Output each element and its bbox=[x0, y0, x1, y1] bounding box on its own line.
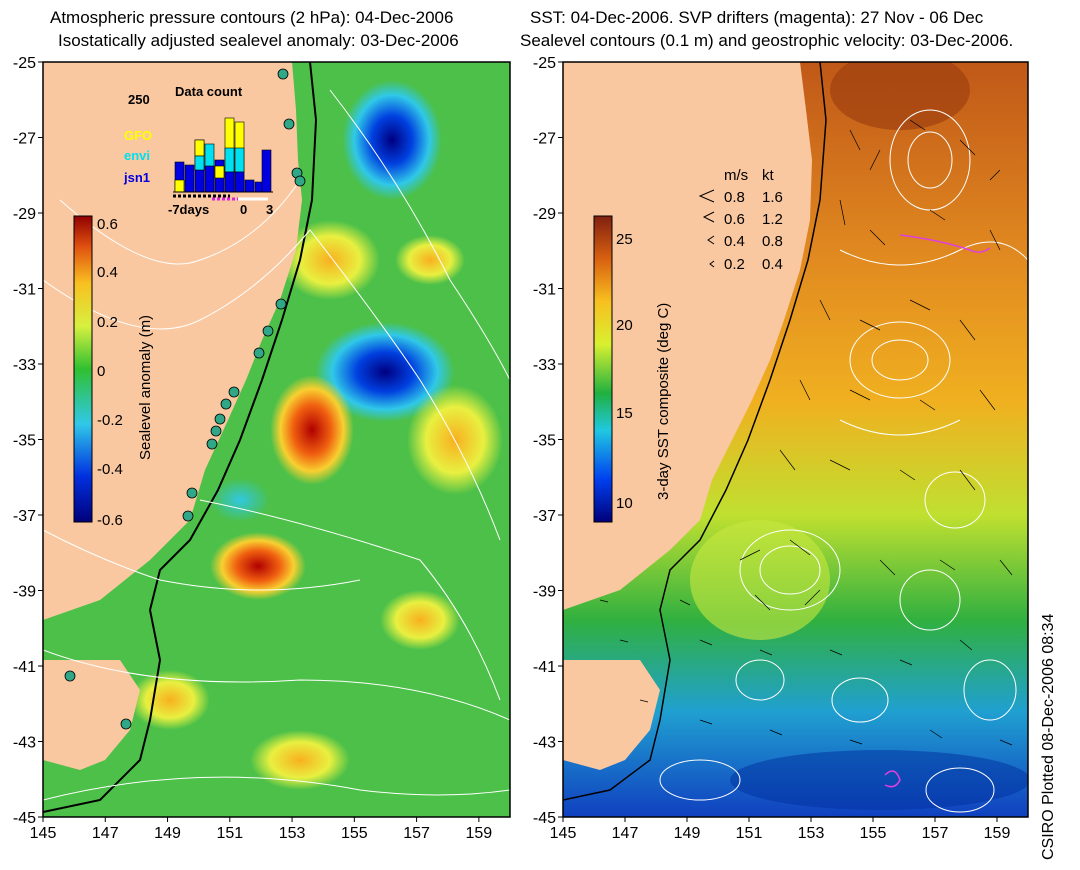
velocity-row-2-ms: 0.4 bbox=[724, 233, 745, 250]
right-lat-label-10: -45 bbox=[533, 810, 556, 827]
left-lon-label-5: 155 bbox=[341, 825, 368, 842]
right-lon-label-2: 149 bbox=[674, 825, 701, 842]
left-lat-label-10: -45 bbox=[13, 810, 36, 827]
velocity-row-2-kt: 0.8 bbox=[762, 233, 783, 250]
left-lat-label-5: -35 bbox=[13, 433, 36, 450]
drifter-track-2 bbox=[884, 770, 901, 788]
left-lon-label-3: 151 bbox=[216, 825, 243, 842]
inset-legend-gfo: GFO bbox=[124, 128, 152, 143]
sst-tick-0: 25 bbox=[616, 231, 633, 248]
right-lat-label-1: -27 bbox=[533, 131, 556, 148]
right-lat-label-0: -25 bbox=[533, 55, 556, 72]
right-lat-label-7: -39 bbox=[533, 584, 556, 601]
left-lat-label-9: -43 bbox=[13, 735, 36, 752]
inset-bars bbox=[174, 117, 272, 193]
right-title-line1: SST: 04-Dec-2006. SVP drifters (magenta)… bbox=[530, 8, 984, 27]
right-lat-label-3: -31 bbox=[533, 282, 556, 299]
left-lat-label-1: -27 bbox=[13, 131, 36, 148]
right-lat-label-9: -43 bbox=[533, 735, 556, 752]
left-lat-label-2: -29 bbox=[13, 206, 36, 223]
left-lat-label-3: -31 bbox=[13, 282, 36, 299]
inset-legend-jsn1: jsn1 bbox=[123, 170, 150, 185]
inset-x-zero: 0 bbox=[240, 202, 247, 217]
inset-ymax: 250 bbox=[128, 92, 150, 107]
right-latitude-ticks: -25 -27 -29 -31 -33 -35 -37 -39 -41 -43 -45 bbox=[533, 55, 563, 827]
inset-x-end: 3 bbox=[266, 202, 273, 217]
velocity-row-3-ms: 0.2 bbox=[724, 256, 745, 273]
right-longitude-ticks: 145 147 149 151 153 155 157 159 bbox=[550, 817, 1011, 842]
left-lon-label-6: 157 bbox=[403, 825, 430, 842]
sla-tick-4: -0.2 bbox=[97, 412, 123, 429]
inset-legend-envi: envi bbox=[124, 148, 150, 163]
right-map bbox=[563, 62, 1028, 817]
left-colorbar: 0.6 0.4 0.2 0 -0.2 -0.4 -0.6 Sealevel an… bbox=[73, 215, 154, 529]
sla-tick-0: 0.6 bbox=[97, 216, 118, 233]
left-lat-label-4: -33 bbox=[13, 357, 36, 374]
left-map bbox=[43, 62, 510, 817]
velocity-legend-kt: kt bbox=[762, 167, 775, 184]
left-title-line1: Atmospheric pressure contours (2 hPa): 0… bbox=[50, 8, 454, 27]
right-lon-label-0: 145 bbox=[550, 825, 577, 842]
sst-tick-1: 20 bbox=[616, 317, 633, 334]
velocity-row-3-kt: 0.4 bbox=[762, 256, 783, 273]
velocity-row-1-ms: 0.6 bbox=[724, 211, 745, 228]
right-lat-label-4: -33 bbox=[533, 357, 556, 374]
left-land-mainland bbox=[43, 62, 302, 620]
left-lon-label-7: 159 bbox=[466, 825, 493, 842]
right-lon-label-4: 153 bbox=[798, 825, 825, 842]
left-land-tasmania bbox=[43, 660, 140, 770]
velocity-legend: m/s kt 0.8 1.6 0.6 1.2 0.4 0.8 0.2 0.4 bbox=[698, 167, 783, 273]
sla-tick-3: 0 bbox=[97, 363, 105, 380]
data-count-inset: Data count 250 GFO envi jsn1 bbox=[123, 84, 273, 217]
right-colorbar: 25 20 15 10 3-day SST composite (deg C) bbox=[593, 215, 672, 523]
right-lat-label-6: -37 bbox=[533, 508, 556, 525]
right-lon-label-5: 155 bbox=[860, 825, 887, 842]
left-lon-label-0: 145 bbox=[30, 825, 57, 842]
right-land-mainland bbox=[563, 62, 812, 610]
left-lat-label-0: -25 bbox=[13, 55, 36, 72]
sst-tick-3: 10 bbox=[616, 495, 633, 512]
sealevel-contours bbox=[659, 109, 1028, 813]
left-longitude-ticks: 145 147 149 151 153 155 157 159 bbox=[30, 817, 493, 842]
right-lon-label-1: 147 bbox=[612, 825, 639, 842]
right-land-tasmania bbox=[563, 660, 660, 770]
left-lat-label-6: -37 bbox=[13, 508, 36, 525]
left-lon-label-2: 149 bbox=[154, 825, 181, 842]
right-lat-label-5: -35 bbox=[533, 433, 556, 450]
tide-gauge-stations bbox=[64, 68, 306, 730]
sst-tick-2: 15 bbox=[616, 405, 633, 422]
left-lat-label-7: -39 bbox=[13, 584, 36, 601]
inset-title: Data count bbox=[175, 84, 243, 99]
right-lon-label-7: 159 bbox=[984, 825, 1011, 842]
left-latitude-ticks: -25 -27 -29 -31 -33 -35 -37 -39 -41 -43 -45 bbox=[13, 55, 43, 827]
right-lon-label-6: 157 bbox=[922, 825, 949, 842]
left-lon-label-4: 153 bbox=[279, 825, 306, 842]
sla-tick-2: 0.2 bbox=[97, 314, 118, 331]
right-lon-label-3: 151 bbox=[736, 825, 763, 842]
velocity-arrows bbox=[599, 119, 1013, 746]
sst-colorbar-label: 3-day SST composite (deg C) bbox=[655, 303, 672, 500]
left-title-line2: Isostatically adjusted sealevel anomaly:… bbox=[58, 31, 459, 50]
sla-tick-1: 0.4 bbox=[97, 264, 118, 281]
left-lat-label-8: -41 bbox=[13, 659, 36, 676]
velocity-row-0-ms: 0.8 bbox=[724, 189, 745, 206]
right-title-line2: Sealevel contours (0.1 m) and geostrophi… bbox=[520, 31, 1014, 50]
sla-colorbar-label: Sealevel anomaly (m) bbox=[137, 315, 154, 460]
velocity-row-1-kt: 1.2 bbox=[762, 211, 783, 228]
credit-text: CSIRO Plotted 08-Dec-2006 08:34 bbox=[1040, 613, 1057, 860]
drifter-track-1 bbox=[899, 234, 991, 253]
sla-tick-5: -0.4 bbox=[97, 461, 123, 478]
velocity-legend-ms: m/s bbox=[724, 167, 748, 184]
inset-x-start: -7days bbox=[168, 202, 209, 217]
right-lat-label-8: -41 bbox=[533, 659, 556, 676]
velocity-row-0-kt: 1.6 bbox=[762, 189, 783, 206]
right-lat-label-2: -29 bbox=[533, 206, 556, 223]
left-lon-label-1: 147 bbox=[92, 825, 119, 842]
sla-tick-6: -0.6 bbox=[97, 512, 123, 529]
